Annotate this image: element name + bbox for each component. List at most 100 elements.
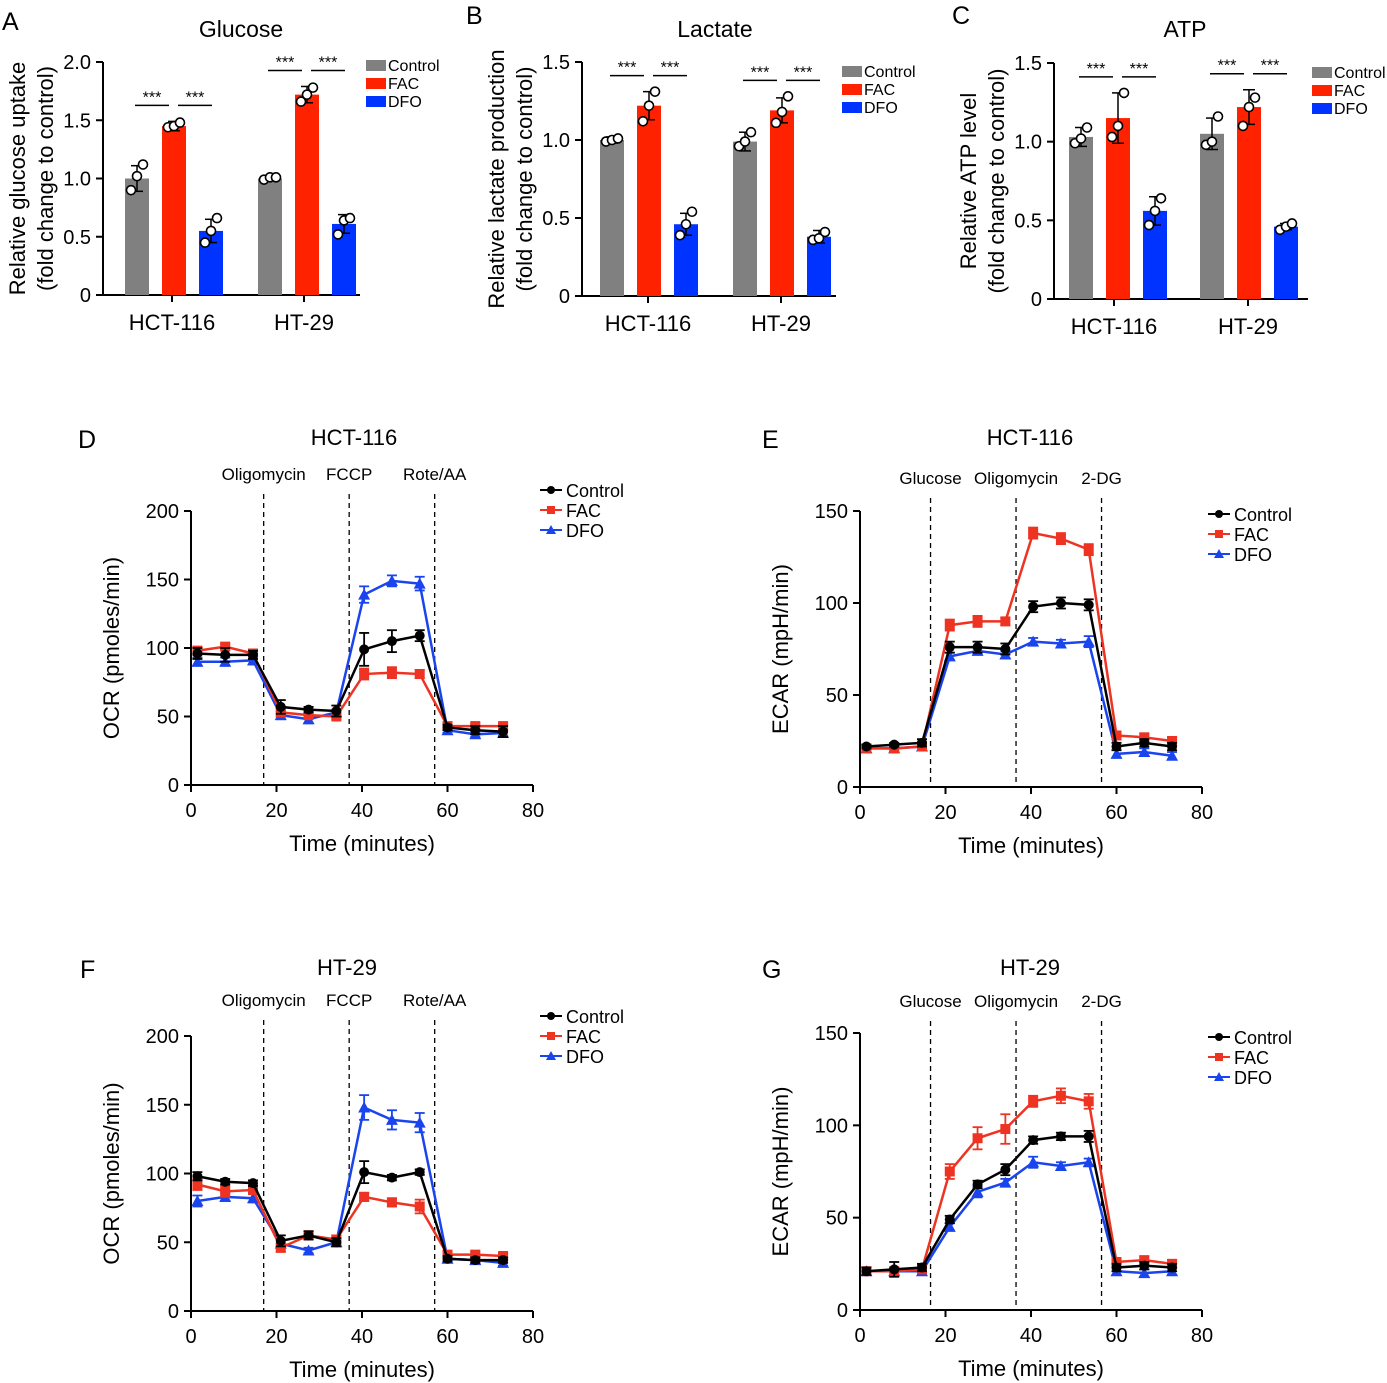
bar-fac — [295, 94, 319, 296]
data-point — [1166, 749, 1179, 761]
data-point — [889, 739, 900, 750]
data-point — [680, 218, 692, 230]
significance-label: *** — [1261, 58, 1280, 75]
data-point — [301, 89, 313, 100]
data-point — [1139, 1260, 1150, 1271]
legend-swatch-fac — [842, 84, 862, 95]
data-point — [861, 741, 872, 752]
bar-y-tick-label: 1.5 — [1014, 53, 1042, 75]
legend-label: FAC — [1234, 1048, 1269, 1068]
data-point — [1055, 533, 1066, 544]
data-point — [1206, 136, 1218, 147]
injection-label: 2-DG — [1081, 992, 1122, 1011]
data-point — [359, 669, 370, 680]
legend-marker — [1215, 510, 1223, 518]
legend-label: FAC — [566, 501, 601, 521]
panel-A: A Glucose Relative glucose uptake (fold cha… — [2, 8, 440, 335]
data-point — [1000, 1164, 1011, 1175]
data-point — [1000, 616, 1011, 627]
legend-marker — [547, 506, 555, 514]
data-point — [247, 1178, 258, 1189]
x-tick-label: 0 — [185, 1326, 196, 1348]
injection-label: Rote/AA — [403, 991, 467, 1010]
data-point — [1083, 1131, 1094, 1142]
data-point — [1000, 1124, 1011, 1135]
x-axis-label: Time (minutes) — [289, 831, 435, 856]
data-point — [303, 1230, 314, 1241]
data-point — [1167, 741, 1178, 752]
data-point — [1082, 635, 1095, 647]
bar-y-tick-label: 0.5 — [1014, 210, 1042, 232]
legend-marker — [546, 1051, 556, 1060]
injection-label: Rote/AA — [403, 465, 467, 484]
data-point — [745, 126, 757, 138]
injection-label: 2-DG — [1081, 469, 1122, 488]
data-point — [1054, 1159, 1067, 1171]
line-y-tick-label: 0 — [168, 1301, 179, 1323]
data-point — [972, 1179, 983, 1190]
data-point — [192, 648, 203, 659]
x-tick-label: HT-29 — [274, 310, 334, 335]
x-tick-label: HT-29 — [751, 311, 811, 336]
series-line-fac — [866, 1094, 1173, 1273]
data-point — [131, 170, 143, 182]
panel-label: B — [466, 2, 483, 30]
x-tick-label: 40 — [351, 1326, 373, 1348]
bar-dfo — [807, 236, 831, 296]
x-tick-label: HCT-116 — [605, 311, 691, 336]
legend-label: DFO — [566, 1047, 604, 1067]
data-point — [1111, 1262, 1122, 1273]
chart-title: HT-29 — [317, 955, 377, 980]
y-axis-label: ECAR (mpH/min) — [768, 1087, 793, 1257]
data-point — [916, 737, 927, 748]
legend-swatch-control — [366, 60, 386, 71]
data-point — [275, 1235, 286, 1246]
y-axis-label: (fold change to control) — [984, 68, 1009, 293]
data-point — [385, 574, 398, 586]
panel-G: G HT-29 ECAR (mpH/min) 0 50 100 150 0 20 40 60 80 Ti… — [762, 955, 1292, 1381]
data-point — [413, 577, 426, 589]
data-point — [1286, 218, 1298, 229]
bar-y-tick-label: 1.5 — [542, 52, 570, 74]
data-point — [192, 1171, 203, 1182]
legend-label: FAC — [864, 82, 895, 99]
x-tick-label: 20 — [265, 800, 287, 822]
legend-marker — [547, 486, 555, 494]
data-point — [861, 1266, 872, 1277]
legend-label: FAC — [1234, 525, 1269, 545]
data-point — [649, 86, 661, 97]
panel-B: B Lactate Relative lactate production (fold… — [466, 2, 916, 336]
series-line-dfo — [866, 1160, 1173, 1275]
data-point — [1028, 1096, 1039, 1107]
y-axis-label: (fold change to control) — [512, 66, 537, 291]
y-axis-label: ECAR (mpH/min) — [768, 564, 793, 734]
x-tick-label: 0 — [854, 1325, 865, 1347]
data-point — [359, 644, 370, 655]
data-point — [944, 1214, 955, 1225]
bar-control — [125, 178, 149, 295]
data-point — [1237, 120, 1249, 132]
x-tick-label: 0 — [185, 800, 196, 822]
x-tick-label: 80 — [522, 800, 544, 822]
bar-fac — [1106, 118, 1130, 299]
legend-label: DFO — [1234, 1068, 1272, 1088]
data-point — [220, 1176, 231, 1187]
line-y-tick-label: 50 — [157, 1232, 179, 1254]
injection-label: Glucose — [899, 992, 961, 1011]
line-y-tick-label: 150 — [815, 501, 848, 523]
data-point — [1083, 1096, 1094, 1107]
data-point — [972, 616, 983, 627]
data-point — [220, 649, 231, 660]
bar-y-tick-label: 0 — [1031, 289, 1042, 311]
legend-marker — [1215, 1033, 1223, 1041]
data-point — [302, 1244, 315, 1256]
line-y-tick-label: 100 — [146, 1164, 179, 1186]
line-y-tick-label: 100 — [815, 1115, 848, 1137]
data-point — [1028, 601, 1039, 612]
legend-swatch-fac — [1312, 85, 1332, 96]
y-axis-label: Relative ATP level — [956, 93, 981, 270]
data-point — [1212, 111, 1224, 122]
data-point — [1054, 637, 1067, 649]
legend-label: Control — [1234, 505, 1292, 525]
data-point — [331, 706, 342, 717]
